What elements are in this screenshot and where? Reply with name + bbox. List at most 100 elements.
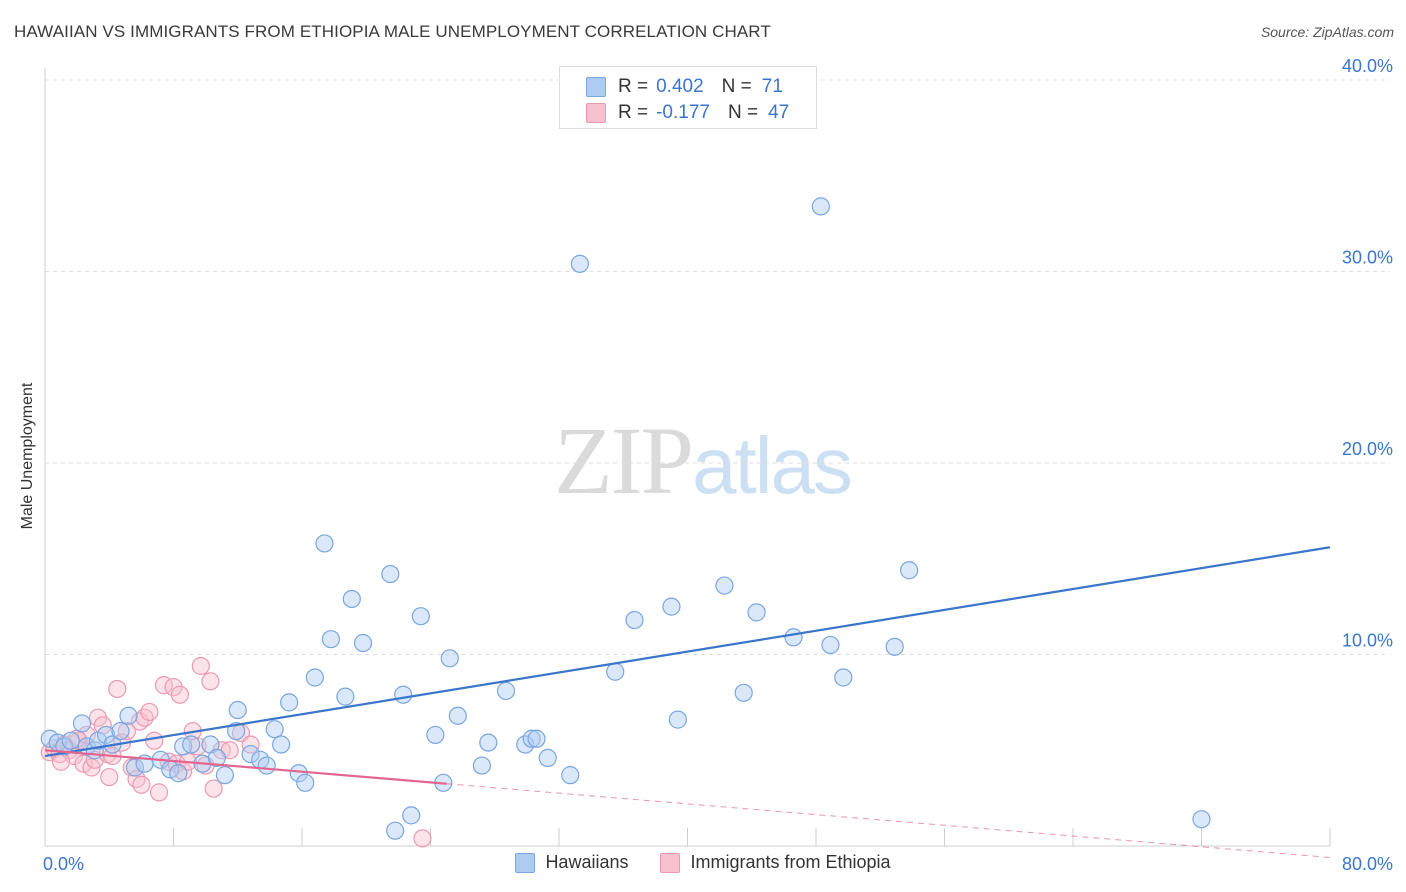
point-ethiopia [241,735,260,754]
legend-swatch-hawaiians [515,852,536,873]
point-ethiopia [100,767,119,787]
point-hawaiians [1192,810,1211,829]
point-ethiopia [191,656,210,676]
point-hawaiians [353,633,373,653]
trendline-ethiopia [44,749,447,785]
point-hawaiians [342,589,361,609]
point-ethiopia [132,775,151,794]
point-hawaiians [411,607,430,626]
point-hawaiians [561,766,580,785]
point-hawaiians [668,710,687,729]
n-value-hawaiians: 71 [761,76,783,97]
point-hawaiians [182,735,201,754]
correlation-legend: R = 0.402 N = 71 R = -0.177 N = 47 [559,66,817,129]
legend-item-hawaiians[interactable]: Hawaiians [515,852,628,873]
point-hawaiians [394,685,413,704]
point-hawaiians [625,610,644,630]
legend-label-hawaiians: Hawaiians [545,852,629,872]
point-hawaiians [228,700,247,720]
r-label: R = [618,76,649,97]
point-hawaiians [821,635,840,655]
point-ethiopia [413,829,432,848]
point-hawaiians [72,714,92,733]
legend-row-ethiopia: R = -0.177 N = 47 [586,101,789,125]
n-value-ethiopia: 47 [768,102,790,123]
n-label: N = [721,76,752,97]
point-hawaiians [479,733,498,752]
x-tick-label: 0.0% [43,854,84,874]
point-hawaiians [402,806,421,825]
point-ethiopia [135,708,154,727]
point-hawaiians [784,628,803,647]
point-ethiopia [170,685,190,704]
legend-swatch-ethiopia [660,852,681,873]
point-hawaiians [227,721,246,741]
point-hawaiians [440,649,459,668]
x-tick-label: 80.0% [1342,854,1393,874]
point-hawaiians [885,637,904,656]
point-hawaiians [834,668,853,687]
point-hawaiians [606,662,625,681]
point-hawaiians [426,725,445,745]
point-hawaiians [265,720,284,739]
point-hawaiians [280,693,299,712]
point-ethiopia [201,672,220,691]
r-value-hawaiians: 0.402 [656,76,704,97]
point-ethiopia [149,783,169,802]
legend-item-ethiopia[interactable]: Immigrants from Ethiopia [660,852,891,873]
point-hawaiians [305,668,324,687]
point-hawaiians [336,687,355,706]
point-hawaiians [321,630,341,649]
point-ethiopia [140,702,159,722]
point-hawaiians [315,534,334,553]
point-hawaiians [386,821,405,840]
point-hawaiians [747,603,766,622]
y-tick-label: 40.0% [1342,56,1393,76]
point-hawaiians [215,766,234,785]
legend-swatch-ethiopia [586,103,606,123]
point-hawaiians [496,681,516,700]
point-hawaiians [472,756,491,775]
point-ethiopia [117,721,137,741]
point-ethiopia [108,679,127,699]
point-hawaiians [207,748,226,768]
point-hawaiians [125,758,145,777]
point-hawaiians [272,735,291,754]
point-hawaiians [662,597,681,616]
legend-row-hawaiians: R = 0.402 N = 71 [586,75,783,99]
source-label: Source: ZipAtlas.com [1260,24,1394,40]
point-hawaiians [538,748,557,768]
point-hawaiians [169,764,188,783]
point-hawaiians [257,756,276,775]
r-label: R = [618,102,649,123]
point-ethiopia [51,752,71,771]
point-hawaiians [381,564,400,584]
trendline-hawaiians [44,546,1331,758]
point-hawaiians [811,197,830,216]
point-hawaiians [734,683,753,702]
point-hawaiians [296,773,315,792]
y-tick-label: 30.0% [1342,248,1393,268]
point-hawaiians [522,729,541,748]
point-hawaiians [111,721,130,741]
point-hawaiians [241,744,260,764]
point-hawaiians [527,729,546,748]
trendline-ethiopia-extension [446,783,1331,858]
point-hawaiians [61,731,80,750]
r-value-ethiopia: -0.177 [656,102,710,123]
point-hawaiians [119,706,138,725]
point-hawaiians [448,706,467,725]
point-hawaiians [715,576,734,595]
y-tick-label: 10.0% [1342,631,1393,651]
n-label: N = [727,102,759,123]
legend-swatch-hawaiians [586,77,606,97]
point-hawaiians [900,561,919,580]
point-ethiopia [204,779,223,798]
legend-label-ethiopia: Immigrants from Ethiopia [690,852,891,872]
series-legend: Hawaiians Immigrants from Ethiopia [0,852,1406,873]
point-ethiopia [145,731,164,750]
point-hawaiians [570,254,589,273]
point-ethiopia [127,769,146,789]
y-tick-label: 20.0% [1342,439,1393,459]
